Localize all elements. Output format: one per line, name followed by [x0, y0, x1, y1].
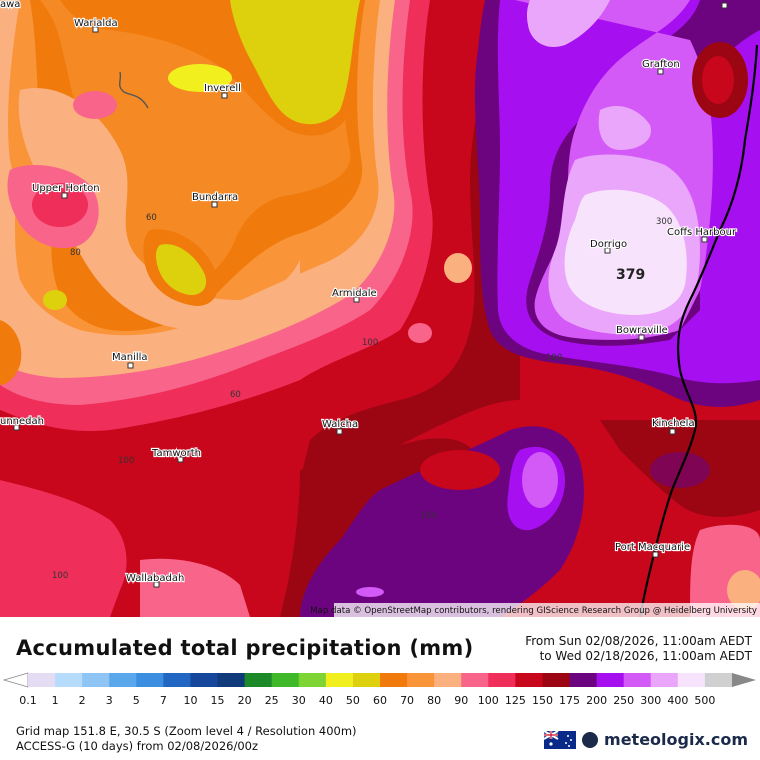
- contour-label: 60: [146, 213, 157, 223]
- legend-right-arrow: [732, 673, 756, 687]
- legend-tick-label: 40: [319, 694, 333, 707]
- legend-tick-label: 90: [454, 694, 468, 707]
- legend-swatch: [325, 673, 354, 687]
- contour-label: 100: [52, 571, 68, 581]
- legend-swatch: [298, 673, 327, 687]
- legend-swatch: [28, 673, 56, 687]
- legend-swatch: [434, 673, 462, 687]
- town-label: awa: [0, 0, 20, 10]
- legend-tick-label: 125: [505, 694, 526, 707]
- legend-swatch: [190, 673, 219, 687]
- legend-tick-label: 60: [373, 694, 387, 707]
- chart-title: Accumulated total precipitation (mm): [16, 636, 474, 660]
- town-label: Armidale: [332, 288, 377, 299]
- legend-tick-label: 30: [292, 694, 306, 707]
- period-to: to Wed 02/18/2026, 11:00am AEDT: [539, 649, 752, 663]
- legend-tick-label: 100: [478, 694, 499, 707]
- australia-flag-icon: [544, 730, 577, 749]
- legend-swatch: [217, 673, 246, 687]
- town-label: Kinchela: [652, 418, 695, 429]
- period-range: From Sun 02/08/2026, 11:00am AEDT to Wed…: [525, 634, 752, 664]
- legend-tick-label: 10: [183, 694, 197, 707]
- legend-swatch: [271, 673, 300, 687]
- legend-swatch: [542, 673, 571, 687]
- map-meta: Grid map 151.8 E, 30.5 S (Zoom level 4 /…: [16, 724, 357, 754]
- town-label: Upper Horton: [32, 183, 100, 194]
- legend-swatch: [55, 673, 83, 687]
- legend-tick-label: 250: [613, 694, 634, 707]
- legend-tick-label: 2: [79, 694, 86, 707]
- legend-tick-label: 70: [400, 694, 414, 707]
- legend-tick-label: 15: [211, 694, 225, 707]
- town-label: Manilla: [112, 352, 148, 363]
- legend-swatch: [380, 673, 408, 687]
- contour-label: 100: [118, 456, 134, 466]
- town-label: Bowraville: [616, 325, 668, 336]
- legend-swatch: [407, 673, 435, 687]
- town-label: Inverell: [204, 83, 241, 94]
- legend-swatch: [163, 673, 191, 687]
- legend-tick-label: 400: [667, 694, 688, 707]
- contour-label: 80: [70, 248, 81, 258]
- legend-swatch: [352, 673, 381, 687]
- precipitation-map: Warialda Inverell Upper Horton Bundarra Mani…: [0, 0, 760, 617]
- legend-swatch: [461, 673, 489, 687]
- town-label: Port Macquarie: [615, 542, 690, 553]
- legend-tick-label: 500: [694, 694, 715, 707]
- town-label: Warialda: [74, 18, 118, 29]
- legend-tick-label: 3: [106, 694, 113, 707]
- legend-swatch: [569, 673, 598, 687]
- contour-label: 300: [656, 217, 672, 227]
- legend-swatch: [515, 673, 543, 687]
- legend-tick-label: 20: [238, 694, 252, 707]
- legend-tick-label: 200: [586, 694, 607, 707]
- grid-info: Grid map 151.8 E, 30.5 S (Zoom level 4 /…: [16, 724, 357, 738]
- legend-swatch: [136, 673, 164, 687]
- legend-left-arrow: [2, 672, 29, 688]
- town-label: Bundarra: [192, 192, 238, 203]
- town-label: Coffs Harbour: [667, 227, 737, 238]
- town-label: unnedah: [0, 416, 44, 427]
- town-label: Grafton: [642, 59, 680, 70]
- legend-swatch: [244, 673, 273, 687]
- contour-label: 100: [546, 353, 562, 363]
- meteologix-logo-icon: [582, 731, 599, 748]
- legend-tick-label: 300: [640, 694, 661, 707]
- legend-tick-label: 50: [346, 694, 360, 707]
- brand-logo[interactable]: meteologix.com: [544, 730, 748, 749]
- legend-swatch: [109, 673, 137, 687]
- town-label: Tamworth: [151, 448, 201, 459]
- color-legend: 0.1 1 2 3 5 7 10 15 20 25 30 40 50 60 70 80 90 100 125 150 1…: [2, 672, 756, 707]
- contour-label: 100: [362, 338, 378, 348]
- legend-swatch: [82, 673, 110, 687]
- legend-tick-label: 1: [52, 694, 59, 707]
- town-label: Walcha: [322, 419, 358, 430]
- brand-name: meteologix.com: [604, 730, 748, 749]
- town-label: Wallabadah: [126, 573, 184, 584]
- legend-swatch: [704, 673, 733, 687]
- model-info: ACCESS-G (10 days) from 02/08/2026/00z: [16, 739, 259, 753]
- legend-tick-label: 7: [160, 694, 167, 707]
- legend-swatch: [623, 673, 652, 687]
- legend-tick-label: 150: [532, 694, 553, 707]
- legend-tick-label: 0.1: [19, 694, 37, 707]
- legend-tick-label: 25: [265, 694, 279, 707]
- period-from: From Sun 02/08/2026, 11:00am AEDT: [525, 634, 752, 648]
- contour-label: 150: [420, 511, 436, 521]
- legend-tick-label: 80: [427, 694, 441, 707]
- town-label: Dorrigo: [590, 239, 627, 250]
- legend-tick-label: 5: [133, 694, 140, 707]
- max-value-label: 379: [616, 267, 645, 283]
- map-attribution[interactable]: Map data © OpenStreetMap contributors, r…: [310, 606, 757, 616]
- legend-swatch: [677, 673, 706, 687]
- legend-swatch: [488, 673, 516, 687]
- legend-tick-label: 175: [559, 694, 580, 707]
- contour-label: 60: [230, 390, 241, 400]
- legend-swatch: [650, 673, 679, 687]
- legend-swatch: [596, 673, 625, 687]
